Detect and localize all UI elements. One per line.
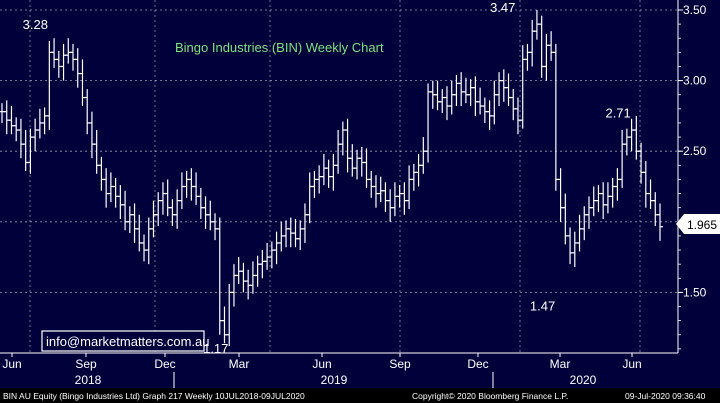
footer-timestamp: 09-Jul-2020 09:36:40 — [625, 391, 706, 401]
annotation-label: 3.28 — [23, 17, 48, 32]
annotation-label: 2.71 — [605, 106, 630, 121]
ohlc-bars — [0, 10, 663, 347]
watermark-email[interactable]: info@marketmatters.com.au — [41, 330, 209, 352]
chart-title: Bingo Industries (BIN) Weekly Chart — [175, 40, 384, 55]
x-month-label: Dec — [467, 357, 488, 371]
x-year-label: 2018 — [75, 373, 102, 387]
x-month-label: Dec — [154, 357, 175, 371]
last-price-label: 1.965 — [687, 218, 717, 232]
x-month-label: Jun — [622, 357, 641, 371]
x-month-label: Jun — [312, 357, 331, 371]
y-tick-label: 3.50 — [683, 3, 707, 17]
y-tick-label: 1.50 — [683, 285, 707, 299]
x-month-label: Sep — [389, 357, 411, 371]
footer-source: BIN AU Equity (Bingo Industries Ltd) Gra… — [3, 391, 305, 401]
x-year-label: 2020 — [570, 373, 597, 387]
footer-copyright: Copyright© 2020 Bloomberg Finance L.P. — [412, 391, 568, 401]
x-year-label: 2019 — [321, 373, 348, 387]
x-month-label: Mar — [550, 357, 571, 371]
y-tick-label: 2.50 — [683, 144, 707, 158]
x-month-label: Mar — [229, 357, 250, 371]
x-month-label: Sep — [75, 357, 97, 371]
x-month-label: Jun — [2, 357, 21, 371]
last-price-tag: 1.965 — [676, 214, 720, 234]
svg-text:info@marketmatters.com.au: info@marketmatters.com.au — [46, 334, 209, 349]
x-axis: Jun Sep Dec Mar Jun Sep Dec Mar Jun 2018 2019 2020 — [0, 352, 678, 388]
annotation-label: 1.17 — [203, 341, 228, 356]
annotation-label: 3.47 — [490, 0, 515, 15]
ohlc-bar — [657, 203, 663, 241]
y-tick-label: 3.00 — [683, 74, 707, 88]
price-annotations: 3.28 1.17 3.47 1.47 2.71 — [23, 0, 631, 356]
annotation-label: 1.47 — [530, 299, 555, 314]
footer-bar — [0, 388, 720, 403]
